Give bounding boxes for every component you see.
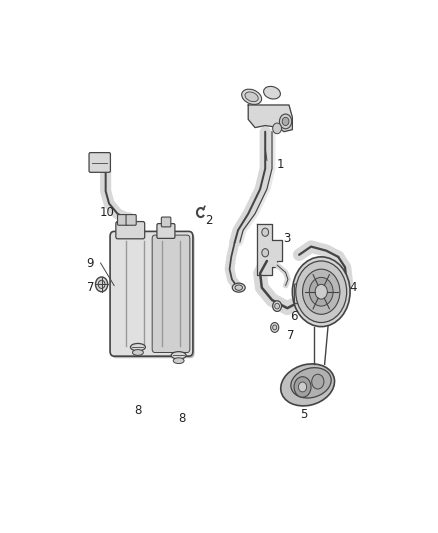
Circle shape <box>271 322 279 333</box>
Text: 4: 4 <box>350 281 357 294</box>
FancyBboxPatch shape <box>116 222 145 239</box>
Circle shape <box>262 228 268 236</box>
Ellipse shape <box>291 368 331 398</box>
Text: 8: 8 <box>134 404 141 417</box>
Ellipse shape <box>242 89 261 104</box>
Ellipse shape <box>173 358 184 364</box>
Circle shape <box>273 325 277 330</box>
Ellipse shape <box>245 92 258 102</box>
FancyBboxPatch shape <box>110 231 193 356</box>
Circle shape <box>294 377 311 397</box>
Text: 7: 7 <box>87 281 94 294</box>
Text: 6: 6 <box>290 310 298 323</box>
Polygon shape <box>248 105 293 132</box>
Text: 10: 10 <box>100 206 115 219</box>
Text: 1: 1 <box>277 158 284 171</box>
FancyBboxPatch shape <box>152 235 190 352</box>
FancyBboxPatch shape <box>157 224 175 238</box>
Circle shape <box>273 301 282 311</box>
FancyBboxPatch shape <box>89 152 110 172</box>
Text: 7: 7 <box>287 329 294 342</box>
Circle shape <box>296 261 347 322</box>
Circle shape <box>98 280 105 288</box>
Ellipse shape <box>281 364 335 406</box>
Circle shape <box>279 114 292 129</box>
Text: 9: 9 <box>87 256 94 270</box>
Text: 8: 8 <box>178 413 186 425</box>
Circle shape <box>262 248 268 257</box>
Ellipse shape <box>232 283 245 292</box>
Circle shape <box>273 123 282 134</box>
Circle shape <box>275 303 279 309</box>
Text: 2: 2 <box>205 214 213 227</box>
Ellipse shape <box>132 350 143 356</box>
Circle shape <box>303 269 340 314</box>
Ellipse shape <box>235 285 243 290</box>
Ellipse shape <box>171 352 186 359</box>
Circle shape <box>298 382 307 392</box>
FancyBboxPatch shape <box>294 284 308 304</box>
Polygon shape <box>257 224 282 276</box>
Ellipse shape <box>264 86 280 99</box>
Circle shape <box>315 284 327 299</box>
Text: 5: 5 <box>300 408 308 422</box>
Ellipse shape <box>131 343 145 351</box>
Circle shape <box>309 277 333 306</box>
Circle shape <box>293 257 350 327</box>
FancyBboxPatch shape <box>161 217 171 227</box>
Circle shape <box>312 374 324 389</box>
FancyBboxPatch shape <box>117 215 128 225</box>
FancyBboxPatch shape <box>112 233 194 358</box>
Circle shape <box>95 277 108 292</box>
Text: 3: 3 <box>283 232 291 245</box>
FancyBboxPatch shape <box>126 215 136 225</box>
Circle shape <box>282 117 289 126</box>
